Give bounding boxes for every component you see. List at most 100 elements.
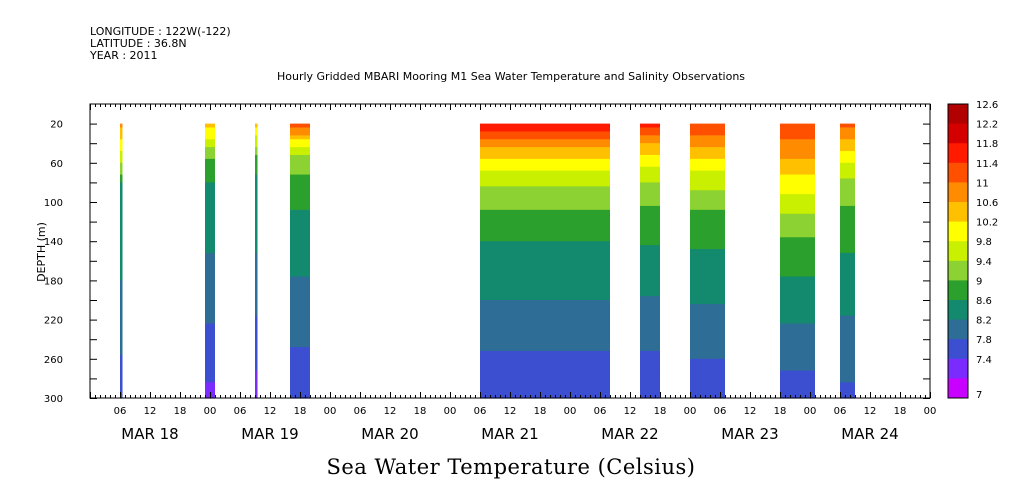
temperature-cell — [290, 202, 310, 207]
temperature-cell — [480, 256, 610, 262]
temperature-cell — [290, 382, 310, 387]
temperature-cell — [480, 354, 610, 360]
temperature-cell — [205, 143, 215, 148]
colorbar-label: 7 — [976, 390, 982, 401]
temperature-cell — [290, 162, 310, 168]
temperature-cell — [255, 162, 258, 168]
temperature-cell — [205, 339, 215, 344]
temperature-cell — [290, 170, 310, 176]
temperature-cell — [840, 303, 855, 309]
temperature-cell — [640, 362, 660, 368]
temperature-cell — [205, 315, 215, 321]
temperature-cell — [205, 386, 215, 391]
temperature-cell — [120, 260, 123, 266]
temperature-cell — [480, 280, 610, 285]
x-tick-label: 18 — [774, 406, 787, 417]
temperature-cell — [780, 166, 815, 172]
temperature-cell — [480, 386, 610, 391]
temperature-cell — [120, 331, 123, 336]
temperature-cell — [205, 327, 215, 332]
temperature-cell — [205, 350, 215, 356]
colorbar: 12.6 12.2 11.8 11.4 11 10.6 10.2 9.8 9.4 9 8.6 8.2 7… — [947, 100, 998, 401]
x-tick-label: 18 — [894, 406, 907, 417]
temperature-cell — [840, 288, 855, 293]
temperature-cell — [780, 323, 815, 329]
temperature-cell — [780, 194, 815, 199]
temperature-cell — [290, 249, 310, 254]
temperature-cell — [120, 390, 123, 395]
temperature-cell — [780, 292, 815, 297]
temperature-cell — [640, 264, 660, 270]
temperature-cell — [780, 394, 815, 399]
temperature-cell — [780, 245, 815, 250]
temperature-cell — [120, 127, 123, 133]
x-tick-label: 18 — [654, 406, 667, 417]
temperature-cell — [205, 229, 215, 234]
temperature-cell — [120, 276, 123, 281]
temperature-cell — [120, 300, 123, 305]
temperature-cell — [480, 135, 610, 140]
temperature-cell — [255, 249, 258, 254]
temperature-cell — [290, 237, 310, 242]
temperature-cell — [120, 296, 123, 301]
temperature-cell — [255, 202, 258, 207]
x-date-label: MAR 21 — [481, 425, 538, 443]
temperature-cell — [780, 225, 815, 231]
temperature-cell — [840, 327, 855, 332]
temperature-cell — [840, 343, 855, 348]
temperature-cell — [120, 154, 123, 160]
temperature-cell — [690, 319, 725, 325]
temperature-cell — [480, 178, 610, 183]
colorbar-swatch — [948, 202, 968, 223]
temperature-cell — [840, 323, 855, 329]
temperature-cell — [690, 354, 725, 360]
temperature-cell — [780, 147, 815, 152]
temperature-cell — [840, 394, 855, 399]
temperature-cell — [255, 127, 258, 133]
temperature-cell — [780, 162, 815, 168]
temperature-cell — [120, 343, 123, 348]
temperature-cell — [480, 166, 610, 172]
temperature-cell — [290, 198, 310, 203]
temperature-cell — [290, 276, 310, 281]
temperature-cell — [120, 178, 123, 183]
temperature-cell — [290, 319, 310, 325]
temperature-cell — [120, 123, 123, 129]
temperature-cell — [840, 151, 855, 156]
temperature-cell — [690, 178, 725, 183]
temperature-cell — [120, 205, 123, 211]
temperature-cell — [205, 166, 215, 172]
temperature-cell — [690, 296, 725, 301]
colorbar-label: 11 — [976, 178, 989, 189]
y-axis-label: DEPTH (m) — [35, 222, 48, 282]
temperature-cell — [255, 386, 258, 391]
temperature-cell — [780, 217, 815, 223]
temperature-cell — [690, 366, 725, 372]
temperature-cell — [640, 300, 660, 305]
temperature-cell — [840, 370, 855, 376]
temperature-cell — [780, 154, 815, 160]
temperature-cell — [255, 370, 258, 376]
temperature-cell — [840, 194, 855, 199]
temperature-cell — [480, 229, 610, 234]
temperature-cell — [840, 139, 855, 144]
colorbar-label: 10.2 — [976, 218, 998, 229]
temperature-cell — [290, 268, 310, 274]
temperature-cell — [480, 209, 610, 215]
temperature-cell — [205, 284, 215, 289]
temperature-cell — [255, 296, 258, 301]
temperature-cell — [780, 182, 815, 187]
temperature-cell — [290, 280, 310, 285]
temperature-cell — [120, 221, 123, 227]
temperature-cell — [290, 194, 310, 199]
temperature-cell — [780, 354, 815, 360]
x-tick-label: 06 — [474, 406, 487, 417]
temperature-cell — [255, 339, 258, 344]
temperature-cell — [255, 382, 258, 387]
temperature-cell — [640, 335, 660, 340]
temperature-cell — [780, 252, 815, 258]
temperature-cell — [690, 127, 725, 133]
temperature-cell — [840, 162, 855, 168]
temperature-cell — [640, 154, 660, 160]
x-tick-label: 18 — [414, 406, 427, 417]
